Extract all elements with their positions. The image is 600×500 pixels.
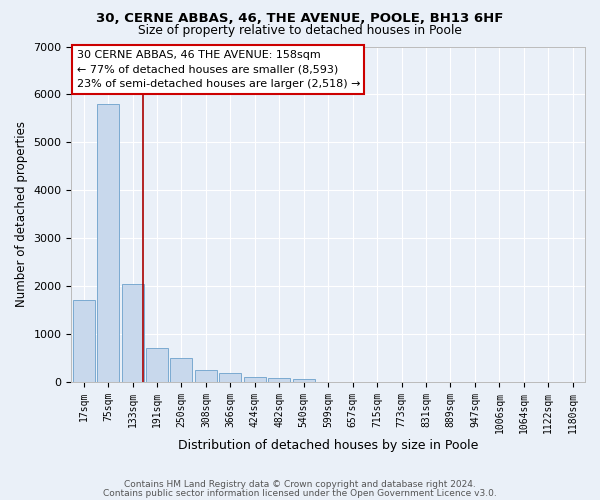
Bar xyxy=(146,348,168,382)
Text: 30, CERNE ABBAS, 46, THE AVENUE, POOLE, BH13 6HF: 30, CERNE ABBAS, 46, THE AVENUE, POOLE, … xyxy=(97,12,503,26)
Text: Contains HM Land Registry data © Crown copyright and database right 2024.: Contains HM Land Registry data © Crown c… xyxy=(124,480,476,489)
X-axis label: Distribution of detached houses by size in Poole: Distribution of detached houses by size … xyxy=(178,440,478,452)
Y-axis label: Number of detached properties: Number of detached properties xyxy=(15,121,28,307)
Bar xyxy=(195,370,217,382)
Bar xyxy=(97,104,119,382)
Bar xyxy=(268,378,290,382)
Text: Contains public sector information licensed under the Open Government Licence v3: Contains public sector information licen… xyxy=(103,488,497,498)
Bar xyxy=(220,372,241,382)
Bar xyxy=(244,377,266,382)
Bar xyxy=(293,380,315,382)
Text: Size of property relative to detached houses in Poole: Size of property relative to detached ho… xyxy=(138,24,462,37)
Bar xyxy=(170,358,193,382)
Text: 30 CERNE ABBAS, 46 THE AVENUE: 158sqm
← 77% of detached houses are smaller (8,59: 30 CERNE ABBAS, 46 THE AVENUE: 158sqm ← … xyxy=(77,50,360,90)
Bar xyxy=(122,284,143,382)
Bar xyxy=(73,300,95,382)
